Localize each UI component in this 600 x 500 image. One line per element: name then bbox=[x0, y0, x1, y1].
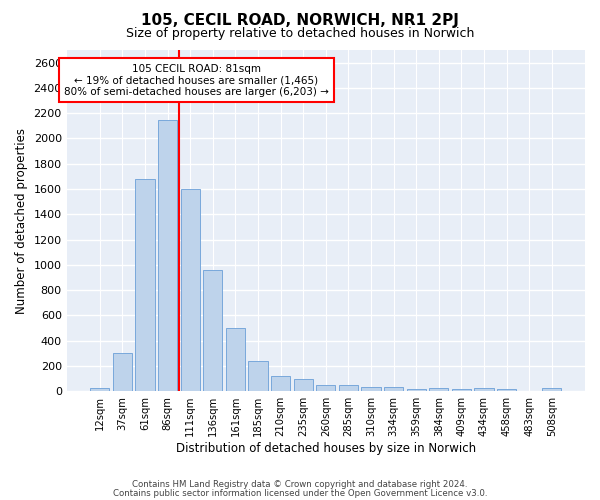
Bar bbox=[429, 388, 448, 391]
Text: Size of property relative to detached houses in Norwich: Size of property relative to detached ho… bbox=[126, 28, 474, 40]
Bar bbox=[90, 388, 109, 391]
Bar bbox=[271, 376, 290, 391]
Text: 105, CECIL ROAD, NORWICH, NR1 2PJ: 105, CECIL ROAD, NORWICH, NR1 2PJ bbox=[141, 12, 459, 28]
Bar bbox=[158, 120, 177, 391]
Bar bbox=[181, 189, 200, 391]
X-axis label: Distribution of detached houses by size in Norwich: Distribution of detached houses by size … bbox=[176, 442, 476, 455]
Bar bbox=[452, 388, 471, 391]
Bar bbox=[339, 385, 358, 391]
Text: Contains public sector information licensed under the Open Government Licence v3: Contains public sector information licen… bbox=[113, 488, 487, 498]
Bar bbox=[203, 270, 223, 391]
Bar bbox=[136, 179, 155, 391]
Text: Contains HM Land Registry data © Crown copyright and database right 2024.: Contains HM Land Registry data © Crown c… bbox=[132, 480, 468, 489]
Bar bbox=[407, 388, 426, 391]
Bar bbox=[542, 388, 562, 391]
Bar bbox=[226, 328, 245, 391]
Y-axis label: Number of detached properties: Number of detached properties bbox=[15, 128, 28, 314]
Bar bbox=[293, 378, 313, 391]
Bar bbox=[475, 388, 494, 391]
Bar bbox=[113, 354, 132, 391]
Bar bbox=[248, 361, 268, 391]
Bar bbox=[520, 390, 539, 391]
Bar bbox=[384, 387, 403, 391]
Bar bbox=[361, 387, 380, 391]
Bar bbox=[316, 385, 335, 391]
Text: 105 CECIL ROAD: 81sqm
← 19% of detached houses are smaller (1,465)
80% of semi-d: 105 CECIL ROAD: 81sqm ← 19% of detached … bbox=[64, 64, 329, 97]
Bar bbox=[497, 388, 516, 391]
